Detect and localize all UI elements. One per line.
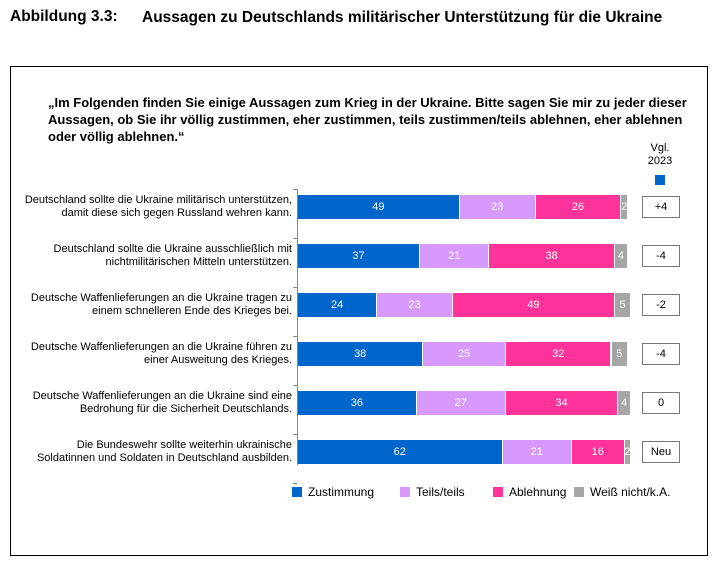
bar-segment-wei-nicht-k-a-: 2 <box>624 440 632 464</box>
bar-segment-teils-teils: 21 <box>420 244 490 268</box>
comparison-value-box: +4 <box>642 196 680 218</box>
legend-item: Ablehnung <box>493 485 566 499</box>
comparison-value-box: -4 <box>642 343 680 365</box>
bar-segment-ablehnung: 49 <box>453 293 615 317</box>
legend-swatch <box>493 487 503 497</box>
bar-segment-ablehnung: 26 <box>535 195 622 219</box>
axis-tick <box>293 385 297 386</box>
bar-segment-zustimmung: 49 <box>298 195 460 219</box>
bar-segment-teils-teils: 27 <box>416 391 506 415</box>
bar-segment-ablehnung: 16 <box>571 440 625 464</box>
figure-number: Abbildung 3.3: <box>10 8 118 25</box>
bar-segment-wei-nicht-k-a-: 2 <box>621 195 628 219</box>
bar-segment-wei-nicht-k-a-: 4 <box>618 391 632 415</box>
comparison-value-box: -2 <box>642 294 680 316</box>
legend-label: Ablehnung <box>509 485 567 499</box>
chart-frame <box>10 66 708 556</box>
legend-item: Weiß nicht/k.A. <box>574 485 670 499</box>
axis-tick <box>293 287 297 288</box>
bar-segment-zustimmung: 24 <box>298 293 378 317</box>
legend-label: Weiß nicht/k.A. <box>590 485 671 499</box>
bar-segment-wei-nicht-k-a-: 4 <box>614 244 628 268</box>
legend-swatch <box>574 487 584 497</box>
bar-segment-wei-nicht-k-a-: 5 <box>611 342 628 366</box>
category-axis <box>297 189 298 465</box>
comparison-value-box: -4 <box>642 245 680 267</box>
comparison-header: Vgl. 2023 <box>647 142 673 167</box>
legend-label: Teils/teils <box>416 485 465 499</box>
category-label: Deutschland sollte die Ukraine ausschlie… <box>53 243 292 268</box>
bar-segment-teils-teils: 23 <box>459 195 536 219</box>
bar-segment-zustimmung: 62 <box>298 440 503 464</box>
legend-label: Zustimmung <box>308 485 375 499</box>
category-label: Deutschland sollte die Ukraine militäris… <box>24 194 292 219</box>
bar-segment-ablehnung: 34 <box>505 391 619 415</box>
bar-segment-teils-teils: 23 <box>377 293 454 317</box>
axis-tick <box>293 336 297 337</box>
bar-segment-teils-teils: 25 <box>423 342 506 366</box>
comparison-value-box: 0 <box>642 392 680 414</box>
bar-segment-zustimmung: 36 <box>298 391 417 415</box>
figure-title: Aussagen zu Deutschlands militärischer U… <box>142 9 663 26</box>
axis-tick <box>293 483 297 484</box>
bar-segment-ablehnung: 32 <box>505 342 612 366</box>
bar-segment-ablehnung: 38 <box>489 244 615 268</box>
legend-swatch <box>292 487 302 497</box>
comparison-marker <box>655 175 665 185</box>
survey-question: „Im Folgenden finden Sie einige Aussagen… <box>48 95 687 144</box>
axis-tick <box>293 238 297 239</box>
axis-tick <box>293 189 297 190</box>
category-label: Deutsche Waffenlieferungen an die Ukrain… <box>30 341 292 366</box>
category-label: Deutsche Waffenlieferungen an die Ukrain… <box>32 390 292 415</box>
legend-item: Zustimmung <box>292 485 374 499</box>
bar-segment-wei-nicht-k-a-: 5 <box>614 293 632 317</box>
legend-swatch <box>400 487 410 497</box>
category-label: Die Bundeswehr sollte weiterhin ukrainis… <box>36 439 292 464</box>
bar-segment-zustimmung: 37 <box>298 244 421 268</box>
legend-item: Teils/teils <box>400 485 465 499</box>
axis-tick <box>293 434 297 435</box>
category-label: Deutsche Waffenlieferungen an die Ukrain… <box>30 292 292 317</box>
bar-segment-zustimmung: 38 <box>298 342 424 366</box>
bar-segment-teils-teils: 21 <box>502 440 572 464</box>
comparison-value-box: Neu <box>642 441 680 463</box>
